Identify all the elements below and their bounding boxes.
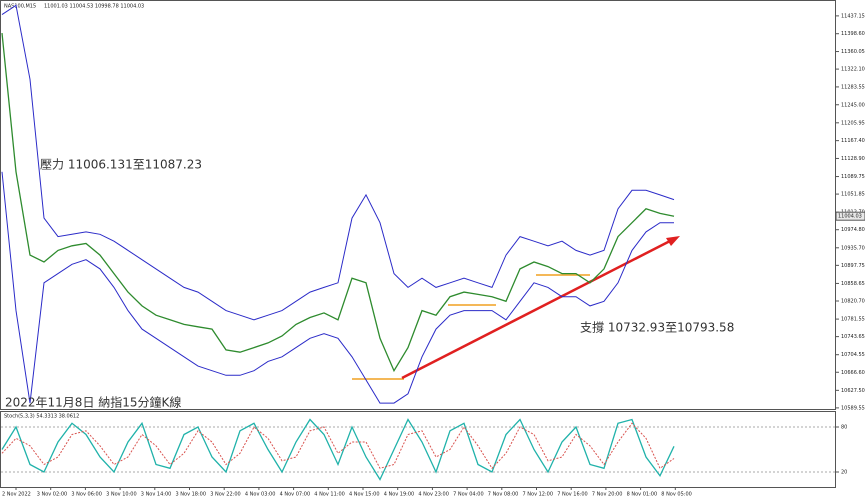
- x-tick-label: 7 Nov 16:00: [557, 492, 588, 498]
- y-tick-label: 11205.95: [841, 120, 865, 126]
- y-tick-label: 11322.10: [841, 67, 865, 73]
- y-tick-label: 11398.60: [841, 31, 865, 37]
- x-tick-label: 4 Nov 23:00: [418, 492, 449, 498]
- y-tick-label: 80: [841, 425, 847, 431]
- last-price: 11004.03: [838, 214, 862, 220]
- y-tick-label: 11360.05: [841, 49, 865, 55]
- last-price-box: [835, 211, 865, 221]
- symbol: NAS100,M15: [4, 4, 36, 10]
- x-tick-label: 3 Nov 06:00: [71, 492, 102, 498]
- x-tick-label: 7 Nov 08:00: [488, 492, 519, 498]
- x-tick-label: 4 Nov 03:00: [245, 492, 276, 498]
- series-line: [1, 418, 675, 481]
- y-tick-label: 11128.90: [841, 156, 865, 162]
- y-tick-label: 10781.55: [841, 317, 865, 323]
- y-tick-label: 10820.70: [841, 298, 865, 304]
- series-line: [1, 33, 675, 373]
- y-tick-label: 10666.60: [841, 370, 865, 376]
- x-tick-label: 4 Nov 19:00: [384, 492, 415, 498]
- x-tick-label: 4 Nov 11:00: [314, 492, 345, 498]
- x-tick-label: 3 Nov 22:00: [210, 492, 241, 498]
- stoch-frame: [0, 411, 836, 488]
- x-tick-label: 4 Nov 07:00: [280, 492, 311, 498]
- x-tick-label: 8 Nov 05:00: [661, 492, 692, 498]
- x-tick-label: 8 Nov 01:00: [627, 492, 658, 498]
- y-tick-label: 11283.55: [841, 84, 865, 90]
- y-tick-label: 11167.40: [841, 138, 865, 144]
- y-tick-label: 10627.50: [841, 388, 865, 394]
- ohlc: 11001.03 11004.53 10998.78 11004.03: [44, 4, 144, 10]
- y-tick-label: 10974.80: [841, 227, 865, 233]
- y-tick-label: 10589.55: [841, 405, 865, 411]
- main-frame: [0, 0, 836, 410]
- y-tick-label: 10897.75: [841, 263, 865, 269]
- y-tick-label: 11437.15: [841, 13, 865, 19]
- annotation: 支撐 10732.93至10793.58: [580, 321, 734, 335]
- x-tick-label: 3 Nov 10:00: [106, 492, 137, 498]
- series-line: [1, 171, 674, 404]
- y-tick-label: 10858.65: [841, 281, 865, 287]
- y-tick-label: 10704.55: [841, 352, 865, 358]
- x-tick-label: 3 Nov 02:00: [37, 492, 68, 498]
- y-tick-label: 10935.70: [841, 245, 865, 251]
- x-tick-label: 3 Nov 18:00: [176, 492, 207, 498]
- x-tick-label: 4 Nov 15:00: [349, 492, 380, 498]
- y-tick-label: 11089.75: [841, 174, 865, 180]
- x-tick-label: 7 Nov 20:00: [592, 492, 623, 498]
- annotation: 2022年11月8日 納指15分鐘K線: [5, 395, 181, 410]
- x-tick-label: 2 Nov 2022: [2, 492, 31, 498]
- stoch-title: Stoch(5,3,3) 54.3313 38.0612: [4, 414, 79, 420]
- x-tick-label: 7 Nov 12:00: [523, 492, 554, 498]
- x-tick-label: 3 Nov 14:00: [141, 492, 172, 498]
- support-markers: [352, 274, 590, 380]
- annotation: 壓力 11006.131至11087.23: [40, 158, 202, 172]
- y-tick-label: 11245.00: [841, 102, 865, 108]
- y-tick-label: 20: [841, 470, 847, 476]
- y-tick-label: 11051.85: [841, 192, 865, 198]
- x-tick-label: 7 Nov 04:00: [453, 492, 484, 498]
- y-tick-label: 10743.65: [841, 334, 865, 340]
- series-line: [1, 4, 675, 321]
